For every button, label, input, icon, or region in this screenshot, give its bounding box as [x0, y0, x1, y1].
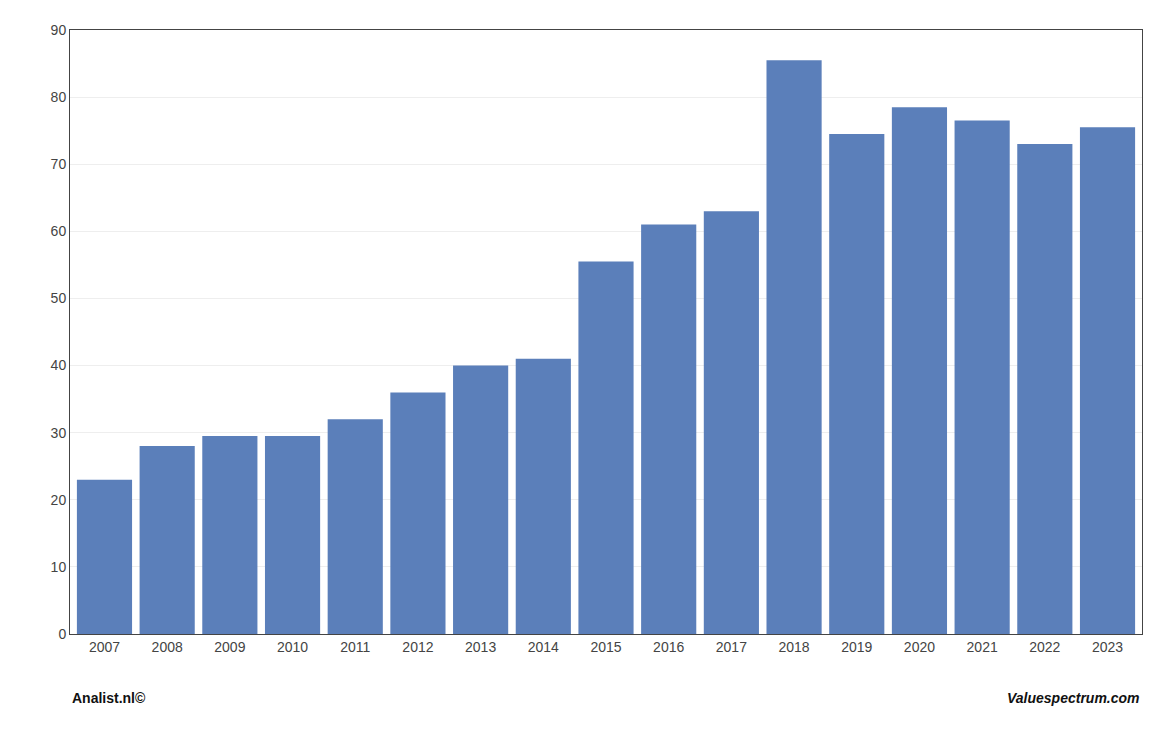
svg-text:70: 70 — [51, 156, 67, 172]
svg-text:2018: 2018 — [778, 639, 809, 655]
svg-text:90: 90 — [51, 22, 67, 38]
svg-text:2007: 2007 — [89, 639, 120, 655]
svg-text:60: 60 — [51, 223, 67, 239]
svg-text:40: 40 — [51, 357, 67, 373]
svg-text:2020: 2020 — [904, 639, 935, 655]
svg-text:2010: 2010 — [277, 639, 308, 655]
svg-text:10: 10 — [51, 559, 67, 575]
svg-text:30: 30 — [51, 425, 67, 441]
svg-text:2011: 2011 — [340, 639, 370, 655]
svg-text:50: 50 — [51, 290, 67, 306]
svg-text:2016: 2016 — [653, 639, 684, 655]
svg-text:2015: 2015 — [590, 639, 621, 655]
svg-text:2014: 2014 — [528, 639, 559, 655]
svg-text:Valuespectrum.com: Valuespectrum.com — [1007, 690, 1140, 706]
svg-text:2022: 2022 — [1029, 639, 1060, 655]
svg-text:2017: 2017 — [716, 639, 747, 655]
svg-text:2021: 2021 — [967, 639, 998, 655]
svg-text:2023: 2023 — [1092, 639, 1123, 655]
svg-text:2008: 2008 — [152, 639, 183, 655]
svg-text:20: 20 — [51, 492, 67, 508]
svg-text:2012: 2012 — [402, 639, 433, 655]
svg-text:80: 80 — [51, 89, 67, 105]
svg-text:0: 0 — [58, 626, 66, 642]
svg-text:2019: 2019 — [841, 639, 872, 655]
svg-text:2009: 2009 — [214, 639, 245, 655]
svg-text:Analist.nl©: Analist.nl© — [72, 690, 146, 706]
svg-text:2013: 2013 — [465, 639, 496, 655]
